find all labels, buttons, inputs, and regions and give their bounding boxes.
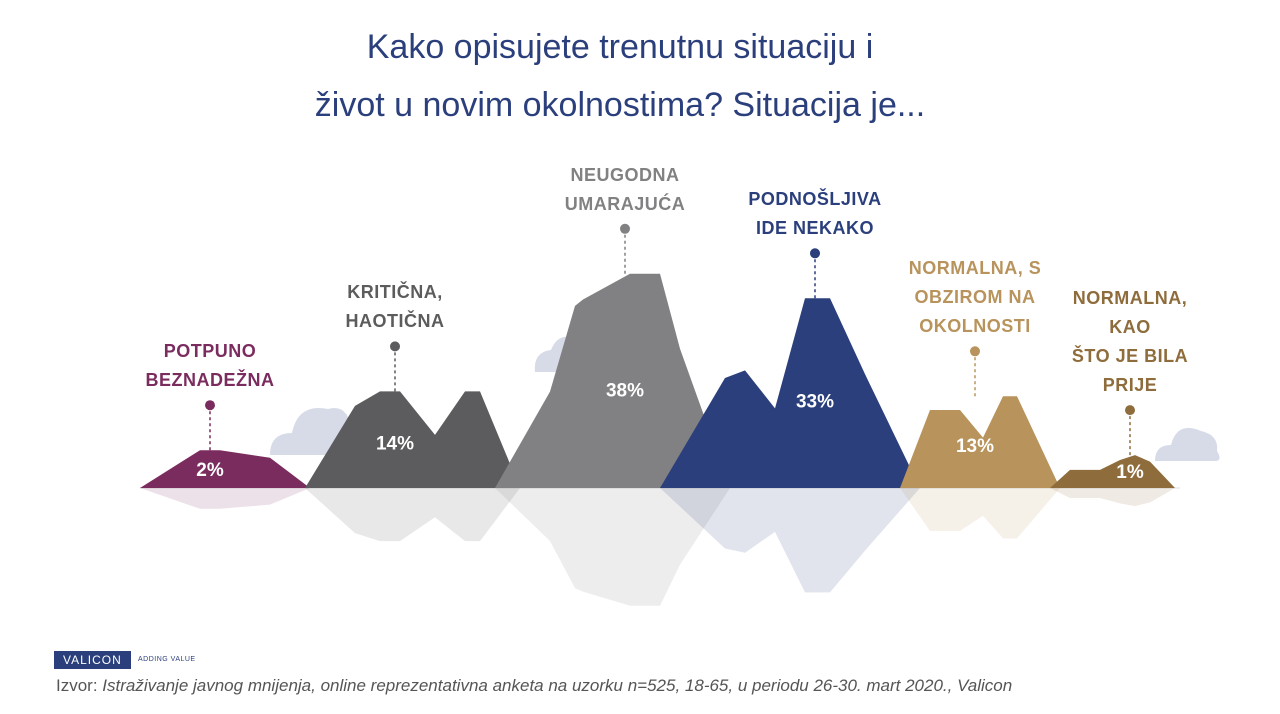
reflection [140,488,310,509]
mountain [660,298,920,488]
reflection [495,488,730,606]
mountain [900,396,1060,488]
reflection [1050,488,1175,507]
category-label: KRITIČNA, HAOTIČNA [345,282,445,332]
category-label: NEUGODNA UMARAJUĆA [564,164,686,214]
value-label: 14% [376,434,414,455]
reflection [305,488,520,542]
dot [970,346,980,357]
source-text: Istraživanje javnog mnijenja, online rep… [102,676,1013,695]
value-label: 2% [196,460,224,481]
title: Kako opisujete trenutnu situaciju i živo… [314,28,926,124]
reflection [660,488,920,593]
source: Izvor: Istraživanje javnog mnijenja, onl… [56,676,1012,696]
category-label: NORMALNA, KAO ŠTO JE BILA PRIJE [1071,288,1189,396]
dot [620,223,630,234]
source-prefix: Izvor: [56,676,98,695]
mountain [1050,455,1175,488]
tagline: ADDING VALUE [138,656,196,663]
dot [810,248,820,259]
value-label: 1% [1116,462,1144,483]
logo: VALICON [54,651,131,669]
mountain [305,391,520,488]
mountain [140,450,310,488]
cloud [1155,428,1220,461]
dot [205,400,215,411]
value-label: 13% [956,436,994,457]
category-label: POTPUNO BEZNADEŽNA [145,341,275,391]
dot [1125,405,1135,416]
category-label: NORMALNA, S OBZIROM NA OKOLNOSTI [908,258,1042,337]
reflection [900,488,1060,539]
dot [390,341,400,352]
category-label: PODNOŠLJIVA IDE NEKAKO [748,189,882,239]
mountain [495,273,730,488]
value-label: 38% [606,381,644,402]
value-label: 33% [796,392,834,413]
